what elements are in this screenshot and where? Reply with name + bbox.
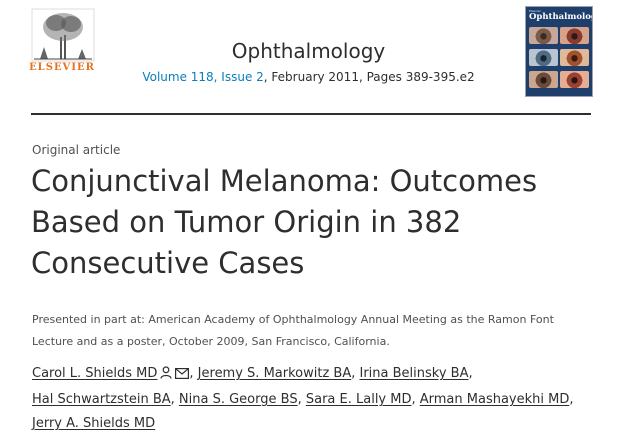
- article-type: Original article: [32, 143, 121, 157]
- presented-note: Presented in part at: American Academy o…: [32, 313, 554, 348]
- journal-header: ELSEVIER Ophthalmology Volume 118, Issue…: [0, 0, 617, 115]
- cover-eye-image: [560, 71, 589, 88]
- header-divider: [31, 113, 591, 115]
- cover-eye-image: [529, 49, 558, 66]
- author-list: Carol L. Shields MD, Jeremy S. Markowitz…: [32, 364, 574, 431]
- author-link[interactable]: Jeremy S. Markowitz BA: [197, 366, 352, 381]
- author-link[interactable]: Arman Mashayekhi MD: [419, 392, 570, 407]
- volume-issue-link[interactable]: Volume 118, Issue 2: [142, 70, 264, 84]
- cover-tag: Elsevier: [529, 9, 541, 13]
- author-link[interactable]: Nina S. George BS: [178, 392, 298, 407]
- journal-cover-image[interactable]: Elsevier Ophthalmology: [525, 6, 593, 97]
- elsevier-tree-icon: [31, 8, 95, 62]
- author-link[interactable]: Irina Belinsky BA: [359, 366, 469, 381]
- cover-eye-image: [529, 27, 558, 44]
- cover-title: Ophthalmology: [529, 12, 592, 22]
- author-link[interactable]: Carol L. Shields MD: [32, 366, 158, 381]
- article-title: Conjunctival Melanoma: Outcomes Based on…: [31, 164, 538, 280]
- issue-line: Volume 118, Issue 2, February 2011, Page…: [0, 70, 617, 84]
- author-link[interactable]: Jerry A. Shields MD: [32, 416, 156, 431]
- author-link[interactable]: Hal Schwartzstein BA: [32, 392, 171, 407]
- person-icon[interactable]: [160, 364, 173, 388]
- journal-title[interactable]: Ophthalmology: [231, 39, 386, 63]
- issue-date-pages: , February 2011, Pages 389-395.e2: [263, 70, 475, 84]
- elsevier-wordmark: ELSEVIER: [29, 62, 95, 73]
- author-link[interactable]: Sara E. Lally MD: [305, 392, 412, 407]
- cover-eye-image: [529, 71, 558, 88]
- cover-eye-image: [560, 49, 589, 66]
- cover-eye-image: [560, 27, 589, 44]
- elsevier-logo[interactable]: [28, 7, 98, 77]
- mail-icon[interactable]: [175, 364, 190, 388]
